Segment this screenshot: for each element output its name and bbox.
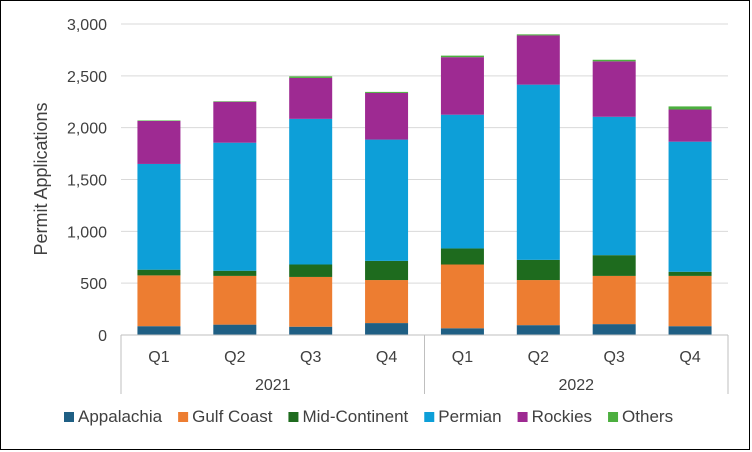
bar-segment-rockies: [365, 92, 409, 140]
bar-segment-mid-continent: [516, 259, 560, 281]
y-tick-label: 1,500: [67, 173, 107, 190]
legend-entry: Permian: [438, 407, 501, 426]
x-tick-label: Q1: [452, 349, 473, 366]
bar-segment-rockies: [668, 109, 712, 142]
x-tick-label: Q2: [224, 349, 245, 366]
bar-segment-permian: [213, 142, 257, 271]
x-tick-label: Q1: [148, 349, 169, 366]
bar-segment-gulf-coast: [289, 276, 333, 327]
x-tick-label: Q4: [376, 349, 397, 366]
legend-swatch: [424, 412, 435, 422]
legend-swatch: [608, 412, 619, 422]
bar-segment-others: [516, 34, 560, 36]
bar-segment-appalachia: [668, 326, 712, 335]
bar-segment-mid-continent: [213, 270, 257, 276]
bar-segment-gulf-coast: [213, 275, 257, 325]
y-tick-label: 1,000: [67, 224, 107, 241]
bar-segment-gulf-coast: [592, 275, 636, 325]
bar-segment-permian: [668, 141, 712, 272]
legend-entry: Gulf Coast: [192, 407, 273, 426]
bar-segment-gulf-coast: [440, 264, 484, 329]
x-tick-label: Q2: [528, 349, 549, 366]
bar-segment-rockies: [440, 57, 484, 115]
bar-segment-permian: [592, 116, 636, 256]
bar-segment-others: [213, 101, 257, 102]
bar-segment-appalachia: [516, 325, 560, 335]
bar-segment-appalachia: [137, 326, 181, 335]
bar-segment-gulf-coast: [516, 280, 560, 326]
x-tick-label: Q4: [679, 349, 700, 366]
bar-segment-others: [592, 59, 636, 62]
bar-segment-appalachia: [365, 323, 409, 335]
bar-segment-mid-continent: [137, 269, 181, 276]
y-tick-label: 500: [80, 276, 107, 293]
bar-segment-rockies: [516, 35, 560, 85]
bar-segment-appalachia: [213, 324, 257, 335]
legend-swatch: [64, 412, 74, 422]
bar-segment-rockies: [289, 77, 333, 119]
legend-swatch: [288, 412, 299, 422]
x-tick-label: Q3: [604, 349, 625, 366]
legend-entry: Mid-Continent: [302, 407, 408, 426]
y-tick-label: 3,000: [67, 17, 107, 34]
bar-segment-permian: [516, 84, 560, 260]
bar-segment-permian: [137, 163, 181, 270]
bar-segment-appalachia: [289, 326, 333, 335]
y-tick-label: 0: [98, 328, 107, 345]
x-tick-label: Q3: [300, 349, 321, 366]
bar-segment-mid-continent: [289, 264, 333, 277]
bar-segment-gulf-coast: [137, 275, 181, 327]
bar-segment-appalachia: [440, 328, 484, 335]
y-tick-label: 2,500: [67, 69, 107, 86]
legend-swatch: [517, 412, 528, 422]
y-tick-label: 2,000: [67, 121, 107, 138]
bar-segment-others: [365, 91, 409, 93]
y-axis-label: Permit Applications: [31, 102, 51, 255]
bar-segment-rockies: [137, 120, 181, 164]
bar-segment-appalachia: [592, 324, 636, 335]
bar-segment-gulf-coast: [668, 275, 712, 327]
bar-segment-others: [137, 120, 181, 121]
x-group-label: 2021: [255, 377, 291, 394]
bar-segment-others: [289, 76, 333, 78]
bar-segment-gulf-coast: [365, 280, 409, 324]
legend-entry: Rockies: [532, 407, 592, 426]
bar-segment-permian: [365, 139, 409, 261]
bar-segment-mid-continent: [365, 260, 409, 281]
legend-swatch: [178, 412, 189, 422]
bar-segment-rockies: [213, 101, 257, 143]
bar-segment-others: [440, 55, 484, 58]
bar-segment-mid-continent: [440, 248, 484, 265]
bar-segment-mid-continent: [668, 271, 712, 276]
bar-segment-permian: [440, 114, 484, 249]
bar-segment-rockies: [592, 61, 636, 117]
x-group-label: 2022: [558, 377, 594, 394]
bar-segment-mid-continent: [592, 255, 636, 276]
bar-segment-others: [668, 106, 712, 110]
legend-entry: Others: [622, 407, 673, 426]
bar-segment-permian: [289, 118, 333, 265]
legend-entry: Appalachia: [78, 407, 163, 426]
